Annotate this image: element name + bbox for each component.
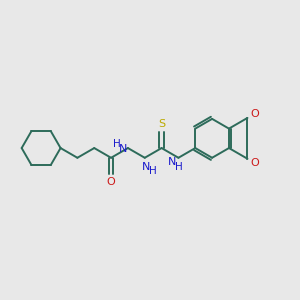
Text: N: N — [142, 163, 150, 172]
Text: N: N — [168, 157, 176, 167]
Text: S: S — [158, 119, 165, 129]
Text: N: N — [119, 144, 128, 154]
Text: H: H — [175, 161, 183, 172]
Text: O: O — [107, 177, 116, 187]
Text: O: O — [250, 109, 259, 119]
Text: O: O — [250, 158, 259, 168]
Text: H: H — [149, 167, 156, 176]
Text: H: H — [113, 139, 121, 149]
